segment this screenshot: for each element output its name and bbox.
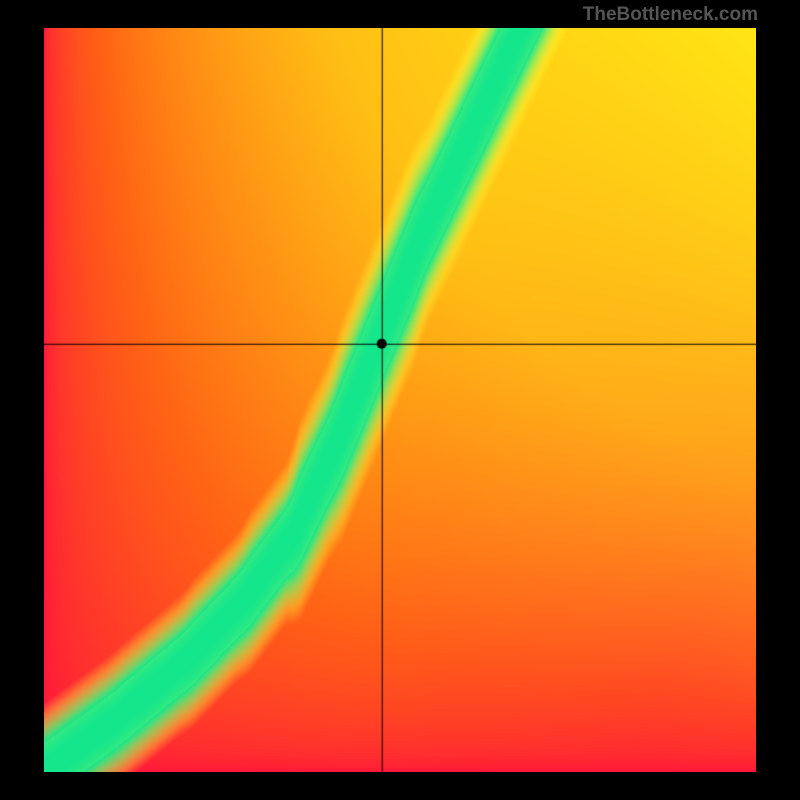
chart-container: TheBottleneck.com: [0, 0, 800, 800]
bottleneck-heatmap: [44, 28, 756, 772]
watermark-text: TheBottleneck.com: [583, 4, 758, 26]
